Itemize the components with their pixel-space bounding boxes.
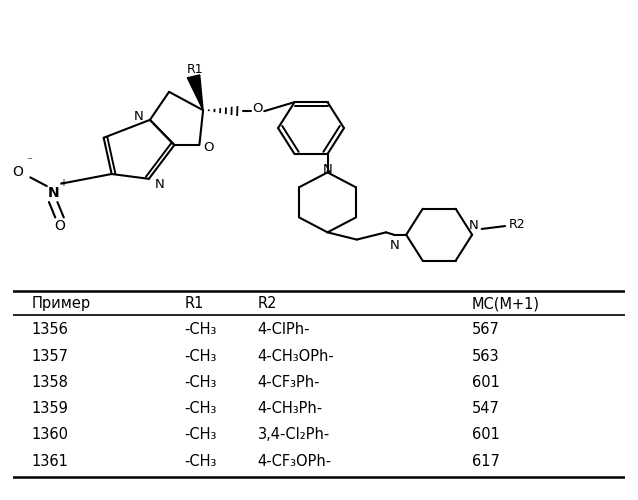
Text: R1: R1: [184, 296, 204, 312]
Text: O: O: [12, 164, 23, 178]
Text: N: N: [134, 110, 144, 122]
Text: R2: R2: [509, 218, 526, 230]
Text: -CH₃: -CH₃: [184, 375, 217, 390]
Text: 547: 547: [472, 401, 500, 416]
Text: O: O: [54, 219, 65, 233]
Text: 601: 601: [472, 375, 500, 390]
Text: N: N: [390, 239, 400, 252]
Text: -CH₃: -CH₃: [184, 401, 217, 416]
Text: 1360: 1360: [31, 428, 68, 442]
Text: 4-ClPh-: 4-ClPh-: [258, 322, 310, 338]
Text: 4-CF₃OPh-: 4-CF₃OPh-: [258, 454, 332, 468]
Text: -CH₃: -CH₃: [184, 454, 217, 468]
Text: ⁻: ⁻: [26, 156, 32, 166]
Text: N: N: [47, 186, 59, 200]
Text: 1356: 1356: [31, 322, 68, 338]
Text: 563: 563: [472, 348, 500, 364]
Text: Пример: Пример: [31, 296, 90, 312]
Text: 1358: 1358: [31, 375, 68, 390]
Text: R2: R2: [258, 296, 278, 312]
Text: O: O: [253, 102, 263, 115]
Text: 4-CH₃OPh-: 4-CH₃OPh-: [258, 348, 334, 364]
Text: +: +: [59, 178, 67, 188]
Text: MC(M+1): MC(M+1): [472, 296, 540, 312]
Text: 1361: 1361: [31, 454, 68, 468]
Text: N: N: [154, 178, 165, 191]
Text: 1357: 1357: [31, 348, 68, 364]
Text: -CH₃: -CH₃: [184, 322, 217, 338]
Text: N: N: [323, 164, 332, 176]
Text: 4-CH₃Ph-: 4-CH₃Ph-: [258, 401, 323, 416]
Text: 601: 601: [472, 428, 500, 442]
Text: 617: 617: [472, 454, 500, 468]
Text: -CH₃: -CH₃: [184, 348, 217, 364]
Text: R1: R1: [187, 62, 204, 76]
Text: 567: 567: [472, 322, 500, 338]
Text: 3,4-Cl₂Ph-: 3,4-Cl₂Ph-: [258, 428, 330, 442]
Text: 4-CF₃Ph-: 4-CF₃Ph-: [258, 375, 320, 390]
Text: -CH₃: -CH₃: [184, 428, 217, 442]
Text: O: O: [204, 141, 214, 154]
Text: 1359: 1359: [31, 401, 68, 416]
Text: N: N: [468, 218, 478, 232]
Polygon shape: [188, 75, 203, 110]
